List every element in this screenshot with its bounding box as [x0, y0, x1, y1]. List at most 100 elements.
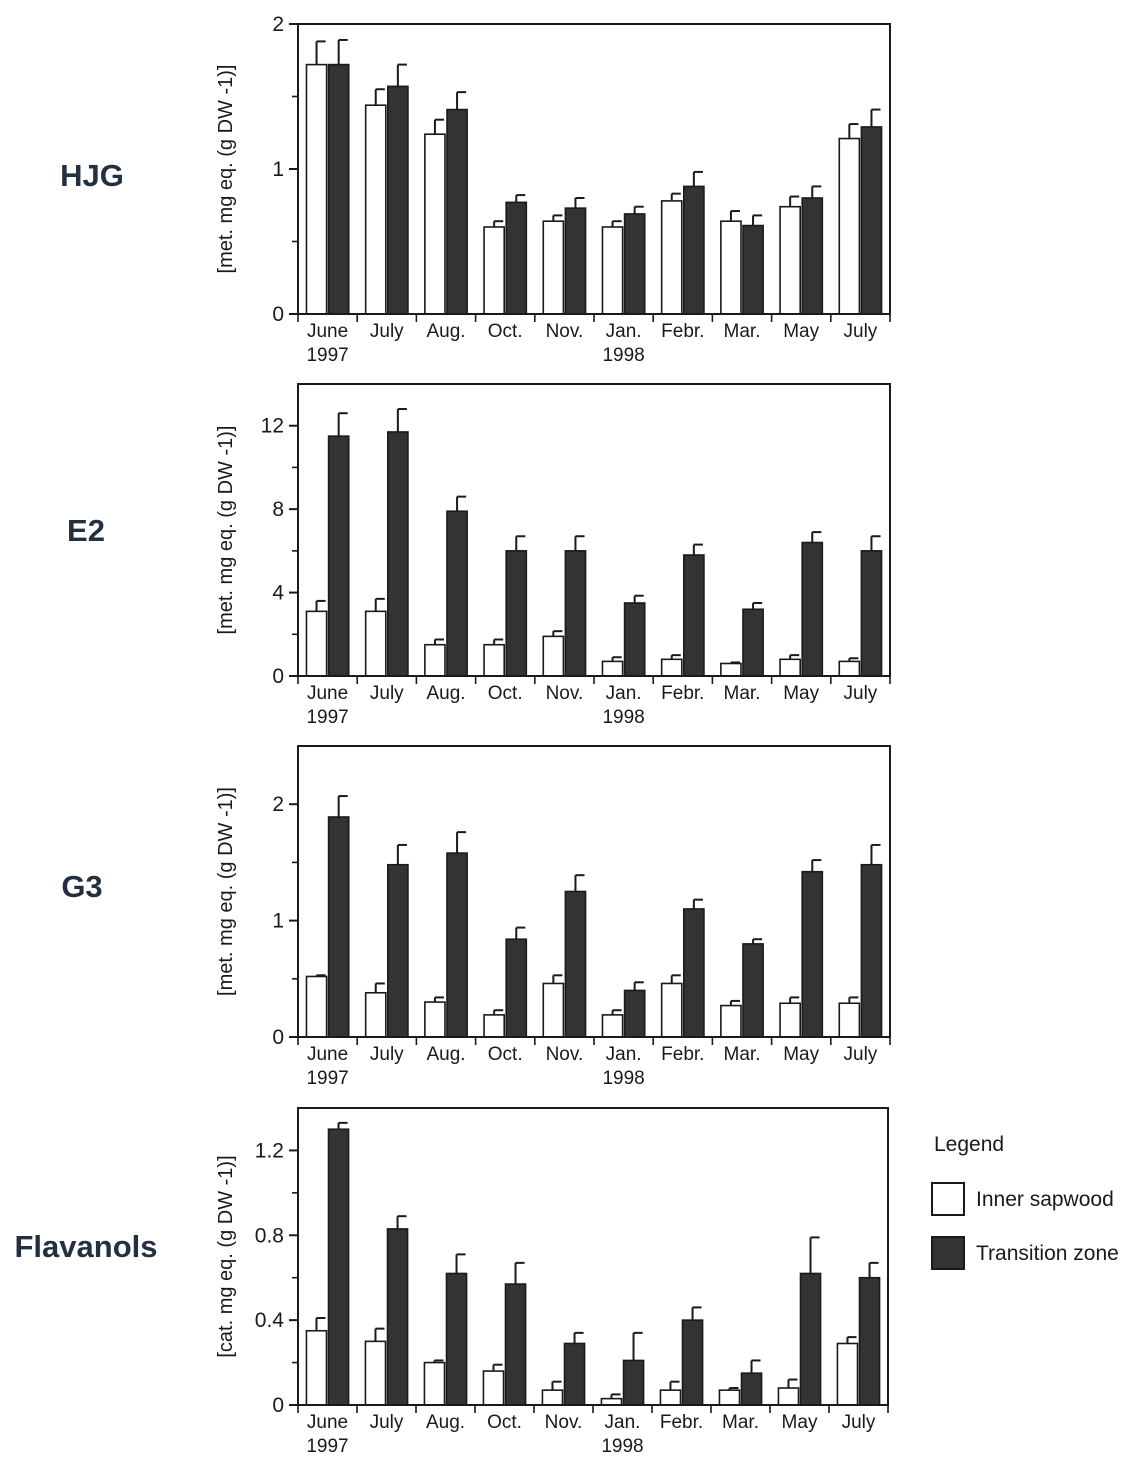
y-tick-label: 8 [272, 498, 284, 521]
bar-transition-zone [505, 938, 528, 1038]
bar-inner-sapwood [659, 1389, 682, 1406]
bar-transition-zone [564, 890, 587, 1038]
bar-inner-sapwood [364, 610, 387, 677]
bar-inner-sapwood [305, 63, 328, 315]
x-tick-label: Nov. [546, 321, 584, 342]
bar-inner-sapwood [482, 1370, 505, 1406]
x-tick-label: July [844, 321, 878, 342]
bar-inner-sapwood [779, 658, 802, 677]
bar-transition-zone [860, 550, 883, 677]
y-tick-label: 0 [272, 1026, 284, 1049]
x-tick-label: Oct. [488, 683, 523, 704]
x-tick-label: Aug. [426, 321, 465, 342]
bar-inner-sapwood [423, 1361, 446, 1406]
x-tick-label: Febr. [661, 683, 704, 704]
bar-inner-sapwood [364, 991, 387, 1038]
bar-transition-zone [623, 989, 646, 1038]
panel-title: HJG [60, 158, 124, 193]
panel-title: E2 [67, 513, 105, 548]
bar-transition-zone [799, 1272, 822, 1406]
bar-transition-zone [682, 908, 705, 1038]
y-axis-label: [met. mg eq. (g DW -1)] [215, 787, 237, 996]
plot-frame [297, 23, 891, 315]
x-tick-label: Jan. [606, 321, 642, 342]
x-tick-label: Jan. [606, 683, 642, 704]
bar-transition-zone [563, 1342, 586, 1406]
bar-inner-sapwood [720, 220, 742, 315]
plot-frame [297, 383, 891, 677]
y-tick-label: 4 [272, 582, 284, 605]
bar-inner-sapwood [836, 1342, 859, 1406]
x-tick-label: Oct. [488, 1044, 523, 1065]
bar-transition-zone [681, 1319, 704, 1406]
x-tick-label: June [307, 1412, 348, 1433]
x-tick-label: Jan. [606, 1044, 642, 1065]
x-tick-label: Mar. [724, 321, 761, 342]
bar-transition-zone [446, 510, 468, 677]
y-tick-label: 0 [272, 665, 284, 688]
bar-transition-zone [327, 1128, 350, 1406]
bar-inner-sapwood [777, 1387, 800, 1406]
plot-frame [297, 745, 891, 1038]
x-tick-label: Jan. [605, 1412, 641, 1433]
x-tick-label: Nov. [546, 683, 584, 704]
x-year-label: 1997 [306, 345, 348, 366]
x-tick-label: Oct. [488, 321, 523, 342]
bar-transition-zone [801, 541, 824, 677]
x-tick-label: Oct. [487, 1412, 522, 1433]
legend-swatch-transition-zone [931, 1236, 965, 1270]
y-tick-label: 0.8 [255, 1224, 284, 1247]
x-tick-label: June [307, 1044, 348, 1065]
x-year-label: 1998 [602, 707, 644, 728]
bar-transition-zone [505, 550, 528, 677]
bar-transition-zone [682, 185, 705, 315]
y-tick-label: 1.2 [255, 1139, 284, 1162]
x-tick-label: Aug. [426, 1412, 465, 1433]
x-year-label: 1997 [306, 707, 348, 728]
x-tick-label: May [783, 1044, 819, 1065]
bar-inner-sapwood [305, 1329, 328, 1406]
bar-inner-sapwood [424, 133, 446, 315]
x-tick-label: Nov. [546, 1044, 584, 1065]
bar-transition-zone [564, 550, 587, 677]
bar-inner-sapwood [364, 1340, 387, 1406]
bar-inner-sapwood [542, 635, 565, 677]
x-tick-label: Mar. [722, 1412, 759, 1433]
bar-inner-sapwood [541, 1389, 564, 1406]
legend-label-transition-zone: Transition zone [976, 1242, 1119, 1265]
legend-title: Legend [934, 1133, 1004, 1156]
chart-panel-3: G3 [met. mg eq. (g DW -1)] 0 1 2 June July Aug.… [61, 745, 891, 1089]
bar-inner-sapwood [720, 1004, 742, 1038]
bar-inner-sapwood [838, 137, 861, 315]
bar-inner-sapwood [601, 226, 624, 315]
bar-transition-zone [327, 63, 350, 315]
bar-inner-sapwood [601, 660, 624, 677]
bar-transition-zone [801, 197, 824, 315]
bar-transition-zone [622, 1359, 645, 1406]
bar-transition-zone [386, 1228, 409, 1406]
x-tick-label: July [370, 1412, 404, 1433]
x-tick-label: Febr. [661, 321, 704, 342]
x-tick-label: July [844, 1044, 878, 1065]
x-tick-label: Mar. [724, 683, 761, 704]
x-year-label: 1998 [602, 345, 644, 366]
bar-transition-zone [742, 608, 764, 677]
x-tick-label: May [782, 1412, 818, 1433]
bar-transition-zone [386, 431, 409, 677]
bar-inner-sapwood [542, 220, 565, 315]
bar-transition-zone [445, 1272, 468, 1406]
bar-inner-sapwood [720, 662, 742, 677]
x-tick-label: May [783, 683, 819, 704]
x-tick-label: Mar. [724, 1044, 761, 1065]
bar-transition-zone [386, 863, 409, 1038]
legend: Legend Inner sapwood Transition zone [931, 1133, 1119, 1270]
plot-frame [297, 1107, 889, 1406]
bar-inner-sapwood [779, 205, 802, 315]
bar-inner-sapwood [305, 975, 328, 1038]
bar-transition-zone [327, 435, 350, 677]
x-tick-label: Aug. [426, 683, 465, 704]
x-tick-label: Febr. [660, 1412, 703, 1433]
x-tick-label: July [370, 1044, 404, 1065]
x-tick-label: Febr. [661, 1044, 704, 1065]
